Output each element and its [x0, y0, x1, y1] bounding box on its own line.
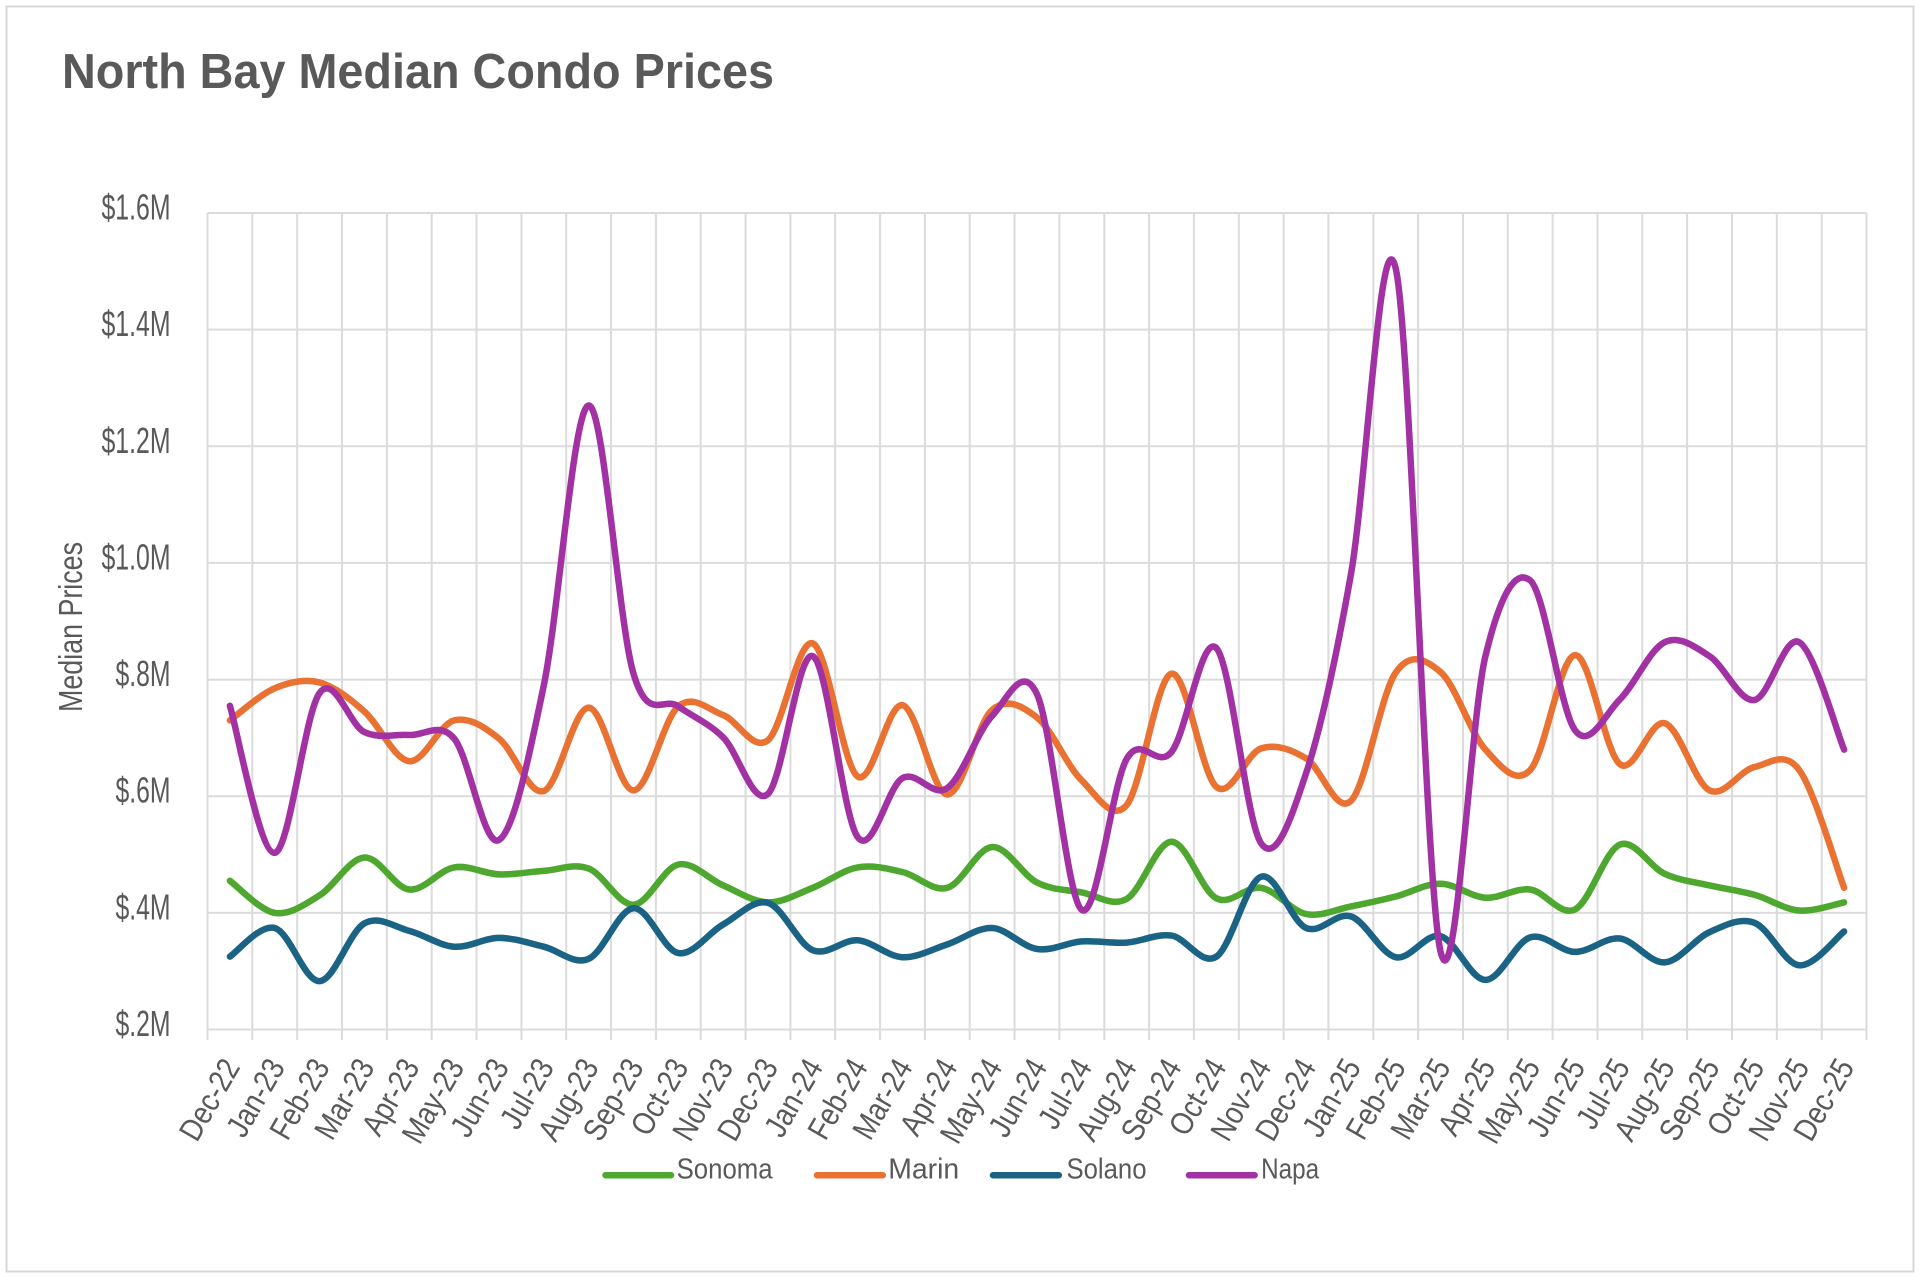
svg-text:$1.6M: $1.6M: [102, 187, 171, 228]
svg-text:$1.0M: $1.0M: [102, 536, 171, 577]
svg-text:$.8M: $.8M: [116, 653, 171, 694]
svg-text:$1.2M: $1.2M: [102, 420, 171, 461]
svg-text:Napa: Napa: [1261, 1154, 1320, 1186]
svg-text:Solano: Solano: [1067, 1154, 1147, 1186]
svg-text:$.6M: $.6M: [116, 770, 171, 811]
svg-text:$.2M: $.2M: [116, 1003, 171, 1044]
svg-text:Sonoma: Sonoma: [677, 1154, 774, 1186]
svg-text:$.4M: $.4M: [116, 886, 171, 927]
svg-text:Median Prices: Median Prices: [52, 542, 89, 712]
svg-text:$1.4M: $1.4M: [102, 303, 171, 344]
svg-text:Marin: Marin: [888, 1154, 959, 1186]
svg-text:North Bay Median Condo Prices: North Bay Median Condo Prices: [62, 45, 774, 99]
